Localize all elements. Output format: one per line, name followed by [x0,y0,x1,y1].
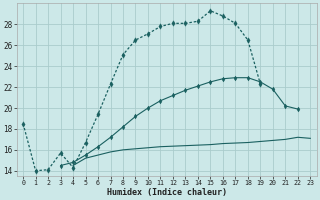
X-axis label: Humidex (Indice chaleur): Humidex (Indice chaleur) [107,188,227,197]
